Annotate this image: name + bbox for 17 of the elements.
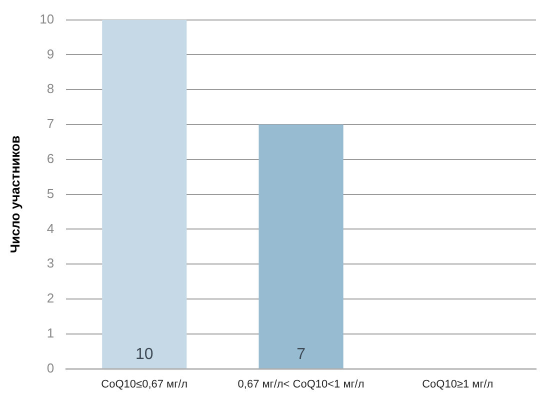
y-tick-label: 2 (46, 290, 54, 306)
y-tick-label: 9 (46, 46, 54, 62)
y-tick-label: 6 (46, 150, 54, 166)
x-tick-label: CoQ10≤0,67 мг/л (101, 378, 188, 390)
y-axis-title: Число участников (7, 135, 22, 254)
y-tick-label: 7 (46, 116, 54, 132)
y-tick-label: 4 (46, 220, 54, 236)
x-tick-label: 0,67 мг/л< CoQ10<1 мг/л (238, 378, 364, 390)
data-label: 7 (296, 346, 306, 364)
y-tick-label: 1 (46, 325, 54, 340)
y-tick-label: 5 (46, 186, 54, 201)
y-tick-label: 0 (46, 360, 54, 376)
data-label: 10 (135, 346, 154, 364)
y-tick-label: 3 (46, 256, 54, 271)
y-tick-label: 10 (40, 11, 54, 26)
y-tick-label: 8 (46, 81, 54, 96)
x-tick-label: CoQ10≥1 мг/л (422, 378, 494, 390)
